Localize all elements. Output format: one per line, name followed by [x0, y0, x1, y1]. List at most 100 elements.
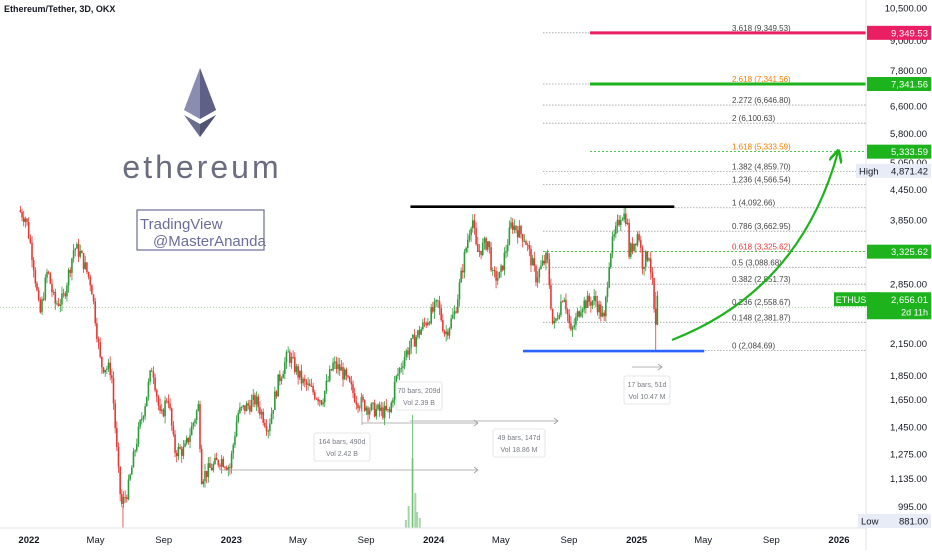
fib-level-label: 1.236 (4,566.54)	[732, 176, 791, 185]
candle-body	[506, 244, 509, 252]
candle-body	[407, 350, 409, 355]
price-tick-label: 4,450.00	[890, 185, 927, 196]
volume-bar	[407, 506, 410, 528]
candle-body	[264, 422, 266, 427]
candle-body	[566, 309, 569, 315]
candle-body	[279, 374, 281, 382]
candle-body	[644, 251, 647, 267]
candle-body	[287, 351, 289, 353]
fib-level-label: 1.618 (5,333.59)	[732, 143, 791, 152]
candle-body	[237, 412, 240, 422]
candle-body	[99, 342, 102, 357]
candle-body	[313, 392, 316, 399]
candle-body	[86, 262, 88, 273]
candle-body	[511, 222, 514, 230]
candle-body	[476, 244, 479, 252]
candle-body	[114, 403, 116, 429]
fib-level-label: 2.618 (7,341.56)	[732, 75, 791, 84]
candle-body	[31, 242, 33, 261]
candle-body	[207, 463, 210, 477]
candle-body	[621, 219, 624, 221]
candle-body	[195, 410, 198, 420]
candle-body	[565, 299, 567, 310]
candle-body	[360, 396, 363, 408]
candle-body	[57, 303, 60, 306]
candle-body	[49, 272, 52, 284]
candle-body	[595, 296, 597, 302]
candle-body	[254, 394, 256, 405]
candle-body	[136, 444, 138, 451]
candle-body	[531, 258, 534, 266]
candle-body	[200, 449, 203, 484]
candle-body	[648, 258, 650, 261]
candle-body	[26, 218, 28, 223]
candle-body	[27, 222, 30, 238]
measure-label-box	[313, 432, 371, 462]
candle-body	[307, 383, 309, 385]
candle-body	[81, 250, 83, 254]
candle-body	[588, 295, 591, 302]
candle-body	[415, 337, 418, 347]
price-tick-label: 6,600.00	[890, 102, 927, 113]
candle-body	[560, 301, 562, 316]
price-axis[interactable]	[866, 0, 932, 550]
candle-body	[36, 283, 38, 291]
candle-body	[72, 250, 75, 259]
candle-body	[392, 399, 394, 403]
candle-body	[380, 407, 383, 411]
candle-body	[448, 328, 451, 336]
price-tick-label: 995.00	[898, 502, 927, 513]
candle-body	[367, 407, 369, 415]
price-tick-label: 9,000.00	[890, 36, 927, 47]
candle-body	[425, 323, 428, 326]
candle-body	[626, 222, 629, 225]
candle-body	[578, 311, 581, 317]
candle-body	[342, 367, 344, 380]
candle-body	[590, 301, 592, 306]
candle-body	[581, 309, 584, 313]
candle-body	[270, 413, 273, 424]
candle-body	[305, 381, 308, 385]
candle-body	[47, 271, 50, 273]
candle-body	[466, 239, 469, 249]
tradingview-watermark-line1: TradingView	[140, 216, 223, 233]
candle-body	[280, 378, 283, 382]
volume-bar	[418, 518, 421, 528]
candle-body	[403, 357, 406, 367]
candle-body	[332, 362, 334, 371]
price-tick-label: 1,650.00	[890, 395, 927, 406]
candle-body	[475, 227, 477, 245]
candle-body	[111, 375, 113, 379]
candle-body	[643, 266, 645, 269]
candle-body	[491, 270, 494, 271]
candle-body	[34, 270, 37, 284]
measure-bars-label: 49 bars, 147d	[498, 435, 541, 442]
candle-body	[327, 380, 329, 382]
fib-retracement-levels: 3.618 (9,349.53) 2.618 (7,341.56) 2.272 (6…	[0, 24, 866, 351]
time-axis-labels[interactable]: 2022 May Sep 2023 May Sep 2024 May Sep 2025 May Sep…	[18, 535, 849, 546]
candle-body	[442, 320, 444, 331]
candle-body	[553, 320, 556, 324]
candle-body	[272, 410, 274, 414]
candle-body	[217, 460, 220, 466]
candle-body	[269, 423, 271, 432]
candle-body	[398, 368, 401, 374]
candle-body	[571, 327, 574, 330]
candle-body	[150, 370, 153, 372]
candle-body	[295, 366, 298, 373]
candle-body	[388, 409, 391, 413]
candle-body	[212, 464, 215, 471]
candle-body	[222, 458, 225, 468]
candle-body	[67, 269, 70, 286]
candle-body	[260, 411, 263, 415]
candle-body	[583, 300, 586, 310]
candle-body	[445, 331, 447, 335]
candle-body	[185, 437, 188, 444]
fib-level-label: 1.382 (4,859.70)	[732, 162, 791, 171]
candle-body	[74, 248, 77, 251]
candle-body	[378, 404, 381, 411]
candle-body	[234, 436, 236, 445]
candle-body	[631, 243, 634, 251]
target-price-badge	[867, 144, 931, 159]
